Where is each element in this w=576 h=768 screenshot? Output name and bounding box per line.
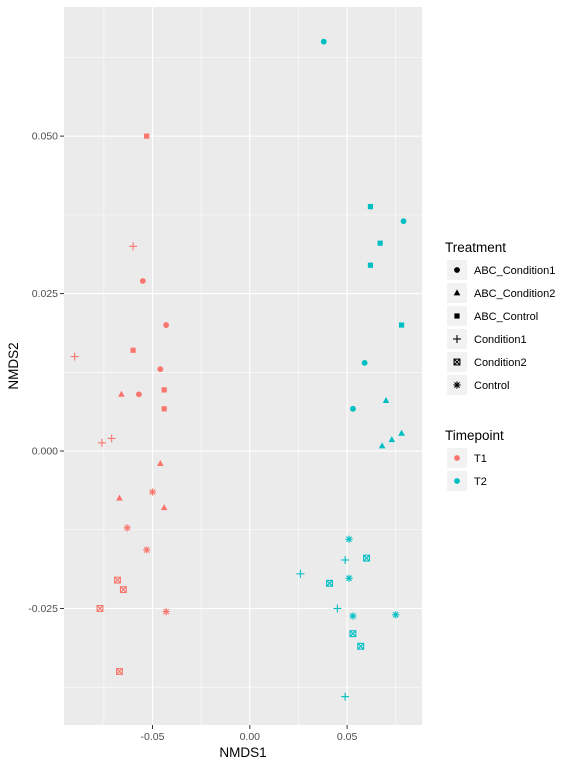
data-point: [157, 366, 164, 373]
timepoint-legend-label: T2: [474, 476, 487, 488]
y-tick-label: 0.050: [32, 131, 58, 143]
data-point: [378, 442, 386, 449]
treatment-legend-label: Condition1: [474, 334, 527, 346]
data-point: [367, 262, 374, 268]
y-tick-label: -0.025: [28, 603, 58, 615]
treatment-legend-label: Control: [474, 380, 509, 392]
legend-key-circle: [454, 267, 460, 273]
data-point: [382, 397, 390, 404]
data-point: [163, 322, 170, 328]
legend-key-asterisk: [453, 381, 461, 389]
data-point: [361, 359, 368, 366]
treatment-legend-label: ABC_Condition2: [474, 288, 555, 300]
data-point: [392, 611, 400, 619]
data-point: [143, 546, 151, 554]
major-gridlines: [64, 7, 422, 725]
data-point: [345, 574, 353, 582]
data-point: [116, 668, 123, 675]
legend-key-boxed-x: [453, 358, 461, 366]
data-point: [326, 579, 334, 587]
data-point: [350, 405, 356, 412]
data-point: [136, 391, 142, 398]
data-point: [349, 630, 357, 638]
legend-key-square: [454, 313, 460, 319]
data-point: [130, 347, 136, 353]
plot-panel: [64, 7, 422, 725]
treatment-legend-label: ABC_Control: [474, 311, 538, 323]
data-point: [388, 436, 396, 443]
data-point: [118, 390, 125, 397]
axes: -0.05 0.00 0.05 -0.025 0.000 0.025 0.050: [28, 131, 357, 743]
data-point: [341, 692, 350, 701]
data-point: [116, 494, 123, 501]
x-tick-label: 0.00: [240, 731, 261, 743]
data-point: [400, 218, 407, 225]
data-point: [123, 524, 131, 532]
data-point: [341, 555, 350, 564]
data-point: [377, 240, 383, 246]
legend-key-color: [454, 455, 460, 461]
minor-gridlines: [64, 7, 422, 725]
y-axis-title: NMDS2: [6, 342, 21, 389]
data-point: [144, 133, 150, 139]
data-point: [129, 242, 138, 251]
timepoint-legend-label: T1: [474, 453, 487, 465]
x-tick-label: -0.05: [141, 731, 165, 743]
treatment-legend-label: ABC_Condition1: [474, 265, 555, 277]
timepoint-legend-title: Timepoint: [445, 428, 504, 443]
data-point: [139, 278, 146, 284]
data-point: [161, 387, 167, 393]
x-tick-label: 0.05: [337, 731, 358, 743]
x-axis-title: NMDS1: [219, 745, 266, 760]
data-point: [320, 38, 327, 45]
data-points: [70, 38, 407, 701]
legend-key-triangle: [453, 289, 461, 296]
data-point: [345, 535, 353, 543]
data-point: [70, 352, 79, 361]
data-point: [333, 604, 342, 613]
legend-key-color: [454, 478, 460, 484]
data-point: [162, 608, 170, 616]
data-point: [96, 605, 104, 612]
treatment-legend-label: Condition2: [474, 357, 527, 369]
data-point: [114, 576, 121, 584]
data-point: [367, 204, 374, 210]
treatment-legend-title: Treatment: [445, 240, 506, 255]
data-point: [398, 322, 405, 328]
data-point: [97, 438, 106, 447]
data-point: [357, 642, 365, 650]
data-point: [363, 554, 370, 562]
legend-key-plus: [453, 335, 461, 343]
data-point: [161, 406, 167, 412]
data-point: [398, 429, 405, 436]
data-point: [157, 460, 164, 467]
y-tick-label: 0.000: [32, 446, 58, 458]
y-tick-label: 0.025: [32, 288, 58, 300]
data-point: [160, 504, 168, 511]
data-point: [107, 434, 116, 443]
data-point: [349, 612, 357, 620]
data-point: [119, 586, 127, 594]
legend: Treatment ABC_Condition1 ABC_Condition2 ABC…: [445, 240, 555, 491]
data-point: [148, 488, 157, 496]
data-point: [296, 569, 305, 578]
